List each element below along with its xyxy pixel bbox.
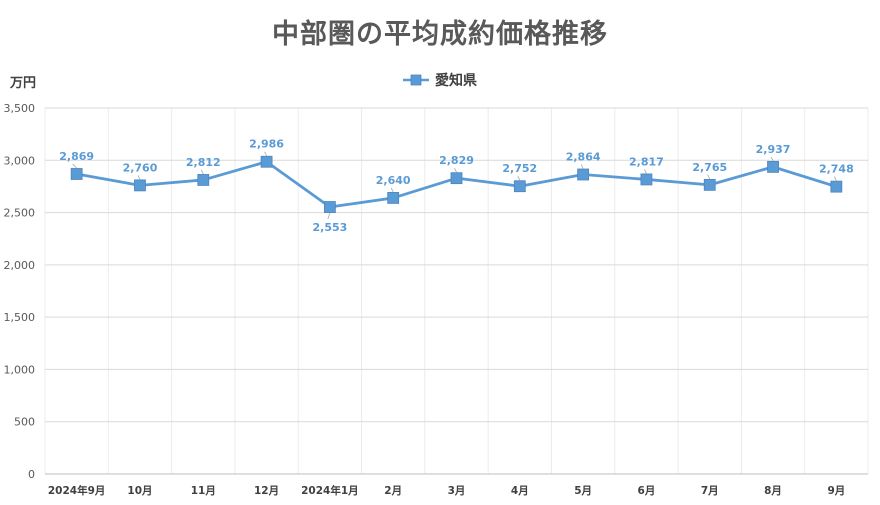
data-point-marker bbox=[767, 160, 779, 173]
data-point-marker bbox=[450, 172, 463, 185]
data-label: 2,748 bbox=[819, 163, 854, 176]
data-label-leader bbox=[644, 169, 647, 174]
data-label: 2,829 bbox=[439, 154, 474, 167]
data-label-leader bbox=[833, 176, 837, 181]
data-label: 2,553 bbox=[312, 221, 347, 234]
chart-title: 中部圏の平均成約価格推移 bbox=[272, 19, 608, 50]
data-label-leader bbox=[454, 167, 457, 173]
data-point-marker bbox=[260, 155, 273, 168]
y-tick-label: 3,500 bbox=[4, 102, 36, 115]
x-tick-label: 11月 bbox=[191, 485, 216, 497]
legend-item: 愛知県 bbox=[403, 70, 477, 90]
data-point-marker bbox=[70, 168, 83, 180]
data-point-marker bbox=[577, 168, 590, 181]
data-label: 2,765 bbox=[692, 161, 727, 174]
data-label-leader bbox=[517, 176, 521, 181]
data-point-marker bbox=[830, 180, 843, 193]
data-label-leader bbox=[137, 175, 141, 180]
data-point-marker bbox=[387, 192, 400, 204]
y-tick-label: 3,000 bbox=[4, 154, 36, 167]
y-axis-unit-label: 万円 bbox=[10, 76, 37, 91]
x-tick-label: 2024年9月 bbox=[48, 484, 106, 497]
data-point-marker bbox=[703, 178, 716, 191]
x-tick-label: 5月 bbox=[574, 485, 592, 497]
data-point-marker bbox=[197, 174, 210, 186]
x-tick-label: 7月 bbox=[701, 485, 719, 497]
x-tick-label: 4月 bbox=[511, 485, 529, 497]
legend-marker-icon bbox=[403, 74, 429, 86]
x-tick-label: 12月 bbox=[254, 485, 279, 497]
data-label-leader bbox=[580, 164, 584, 169]
data-point-marker bbox=[640, 173, 653, 186]
data-label: 2,864 bbox=[566, 151, 601, 164]
data-point-marker bbox=[134, 179, 146, 192]
x-tick-label: 9月 bbox=[827, 485, 845, 497]
x-tick-label: 3月 bbox=[448, 485, 466, 497]
data-label: 2,817 bbox=[629, 155, 664, 168]
y-tick-label: 1,500 bbox=[4, 311, 36, 324]
data-label-leader bbox=[327, 212, 331, 220]
y-tick-label: 2,000 bbox=[4, 259, 36, 272]
legend-label: 愛知県 bbox=[435, 73, 477, 89]
x-tick-label: 2024年1月 bbox=[301, 484, 359, 497]
data-label-leader bbox=[770, 156, 774, 162]
x-tick-label: 2月 bbox=[384, 485, 402, 497]
data-point-marker bbox=[513, 180, 526, 193]
data-label: 2,640 bbox=[376, 174, 411, 187]
y-tick-label: 500 bbox=[14, 416, 35, 429]
x-tick-label: 10月 bbox=[127, 485, 152, 497]
y-tick-label: 2,500 bbox=[4, 207, 36, 220]
data-label: 2,760 bbox=[123, 161, 158, 174]
data-point-marker bbox=[323, 201, 336, 213]
y-tick-label: 1,000 bbox=[4, 363, 36, 376]
data-label: 2,937 bbox=[756, 143, 791, 156]
data-label: 2,812 bbox=[186, 156, 221, 169]
data-label-leader bbox=[200, 169, 204, 175]
data-label-leader bbox=[390, 187, 394, 193]
x-tick-label: 6月 bbox=[638, 485, 656, 497]
data-label: 2,869 bbox=[59, 150, 94, 163]
x-tick-label: 8月 bbox=[764, 485, 782, 497]
data-label: 2,986 bbox=[249, 138, 284, 151]
data-label: 2,752 bbox=[502, 162, 537, 175]
data-label-leader bbox=[72, 163, 77, 169]
legend: 愛知県 bbox=[0, 70, 880, 90]
data-label-leader bbox=[264, 151, 267, 156]
data-label-leader bbox=[707, 174, 711, 180]
y-tick-label: 0 bbox=[28, 468, 35, 481]
